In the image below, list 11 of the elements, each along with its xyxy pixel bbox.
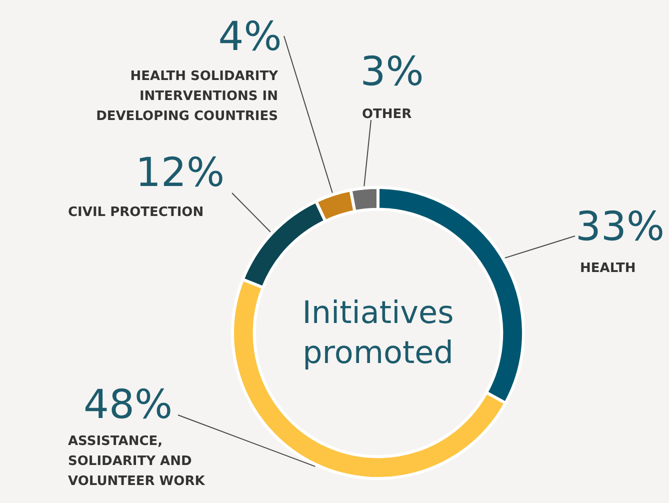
data-label: 4% [218,14,282,60]
data-label: 12% [136,150,224,196]
slice-label: OTHER [362,107,412,122]
slice-label: HEALTH [580,261,636,276]
slice-label: CIVIL PROTECTION [68,205,204,220]
data-label: 3% [360,49,424,95]
data-label: 48% [84,382,172,428]
slice-label: HEALTH SOLIDARITY INTERVENTIONS IN DEVELOPING COUNTRIES [96,69,279,124]
data-label: 33% [576,204,664,250]
slice-label: ASSISTANCE, SOLIDARITY AND VOLUNTEER WORK [68,434,206,489]
text: Initiatives promoted [302,295,454,371]
